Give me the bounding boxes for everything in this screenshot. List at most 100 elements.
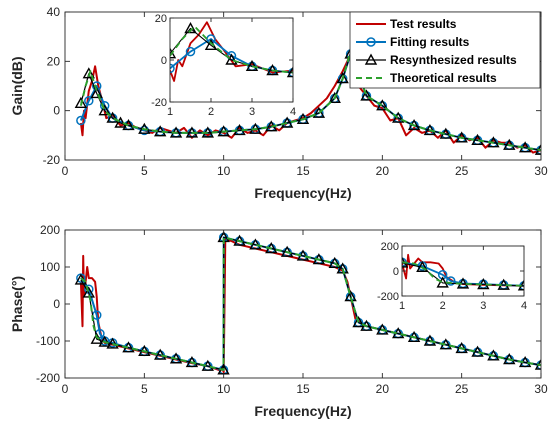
chart-1-series-resynthesized-results-point <box>90 86 103 99</box>
chart-2-y-tick-label: -100 <box>36 334 60 348</box>
legend-entry-resynthesized-results-marker <box>364 53 378 65</box>
chart-2-inset-series-resynthesized-results-point <box>416 260 429 272</box>
chart-2-inset-x-tick-label: 1 <box>399 300 405 312</box>
chart-2-series-resynthesized-results-point <box>471 345 484 357</box>
chart-1-inset-series-fitting-results-point <box>185 46 196 57</box>
chart-2-series-resynthesized-results-point <box>352 316 365 328</box>
chart-1-series-resynthesized-results-point <box>98 104 111 116</box>
chart-2-inset-x-tick-label: 2 <box>440 300 446 312</box>
chart-1-x-tick-label: 10 <box>217 164 231 178</box>
chart-2-x-tick-label: 25 <box>455 382 469 396</box>
chart-2-inset-series-resynthesized-results-point <box>436 276 449 288</box>
chart-1-series-resynthesized-results-point <box>336 72 349 84</box>
chart-2-x-axis-label: Frequency(Hz) <box>254 403 351 419</box>
chart-2-y-tick-label: 0 <box>53 297 60 311</box>
chart-1-series-resynthesized-results-point <box>74 96 88 108</box>
chart-2-series-resynthesized-results-point <box>328 256 341 268</box>
chart-2-series-resynthesized-results-point <box>98 335 111 347</box>
chart-1-inset-series-theoretical-results-line <box>170 25 293 74</box>
chart-2-y-tick-label: -200 <box>36 371 60 385</box>
chart-2-inset-x-tick-label: 3 <box>480 300 486 312</box>
chart-1-inset-x-tick-label: 4 <box>290 106 296 118</box>
chart-1-inset-series-test-results-line <box>170 21 293 82</box>
legend: Test results Fitting results Resynthesized… <box>349 11 541 89</box>
chart-1-x-tick-label: 0 <box>62 164 69 178</box>
chart-2-y-tick-label: 100 <box>40 260 60 274</box>
chart-1-x-axis-label: Frequency(Hz) <box>254 185 351 201</box>
chart-1-series-resynthesized-results-point <box>392 111 405 123</box>
chart-2-inset-series-theoretical-results <box>402 261 524 287</box>
chart-1-x-tick-label: 25 <box>455 164 469 178</box>
chart-2-inset-plot-area <box>402 253 524 291</box>
legend-entry-fitting-results-marker <box>366 37 376 47</box>
chart-2-inset-series-theoretical-results-line <box>402 261 524 287</box>
chart-2-series-resynthesized-results-point <box>185 356 199 368</box>
chart-1-inset-y-tick-label: 0 <box>161 55 167 67</box>
legend-entry-resynthesized-results: Resynthesized results <box>356 53 517 67</box>
chart-1-x-tick-label: 30 <box>534 164 548 178</box>
chart-1-inset-series-theoretical-results <box>170 25 293 74</box>
chart-1-series-theoretical-results-line <box>79 50 541 152</box>
chart-2-series-resynthesized-results-point <box>280 245 294 257</box>
chart-1-series-resynthesized-results-point <box>328 91 341 104</box>
chart-1-series-resynthesized-results-point <box>312 106 326 118</box>
chart-1-x-tick-label: 5 <box>141 164 148 178</box>
chart-2-inset-y-tick-label: 200 <box>381 241 399 253</box>
chart-1-x-tick-label: 20 <box>376 164 390 178</box>
chart-1-inset-series-resynthesized-results-point <box>225 53 238 65</box>
chart-1-plot-area <box>74 47 541 155</box>
chart-1-inset-series-resynthesized-results-point <box>184 22 197 34</box>
chart-1-series-resynthesized-results-point <box>360 89 373 101</box>
legend-entry-fitting-results-label: Fitting results <box>390 35 470 49</box>
chart-1-inset-series-test-results <box>170 21 293 82</box>
chart-1-inset-series-fitting-results-point <box>170 63 175 74</box>
chart-1-y-axis-label: Gain(dB) <box>9 56 25 115</box>
legend-entry-resynthesized-results-label: Resynthesized results <box>390 53 517 67</box>
legend-entry-fitting-results: Fitting results <box>356 35 470 49</box>
chart-1-series-fitting-results-point <box>76 115 86 126</box>
chart-2-series-resynthesized-results-point <box>344 290 357 302</box>
chart-2-x-tick-label: 0 <box>62 382 69 396</box>
chart-1-inset-x-tick-label: 1 <box>167 106 173 118</box>
legend-entry-test-results-label: Test results <box>390 17 457 31</box>
chart-2-series-resynthesized-results-point <box>154 348 167 360</box>
chart-1-inset-series-resynthesized-results-point <box>286 66 293 78</box>
chart-1-inset-plot-area <box>170 21 293 82</box>
chart-2-series-theoretical-results-line <box>80 236 541 371</box>
chart-2-inset-y-tick-label: -200 <box>377 291 399 303</box>
chart-2-x-tick-label: 20 <box>376 382 390 396</box>
chart-1-series-theoretical-results <box>79 50 541 152</box>
chart-1-inset-y-tick-label: -20 <box>151 97 167 109</box>
legend-entry-test-results: Test results <box>356 17 457 31</box>
chart-1-x-tick-label: 15 <box>296 164 310 178</box>
chart-1-series-fitting-results-point <box>536 145 541 155</box>
chart-1-series-resynthesized-results-point <box>423 123 437 136</box>
chart-2-series-resynthesized-results-point <box>336 262 349 274</box>
chart-1-inset-series-resynthesized-results-point <box>245 59 259 72</box>
chart-1-y-tick-label: 40 <box>47 5 61 19</box>
chart-2-series-resynthesized-results-point <box>106 337 119 349</box>
chart-2-x-tick-label: 5 <box>141 382 148 396</box>
chart-1-series-resynthesized-results-point <box>280 116 294 128</box>
chart-1-inset-x-tick-label: 3 <box>249 106 255 118</box>
chart-1-series-fitting-results-point <box>84 96 94 106</box>
chart-1-y-tick-label: 20 <box>47 54 61 68</box>
chart-1-series-resynthesized-results-point <box>114 116 127 128</box>
chart-2-x-tick-label: 15 <box>296 382 310 396</box>
chart-1-y-tick-label: 0 <box>53 104 60 118</box>
chart-2-plot-area <box>74 230 541 375</box>
chart-2-inset-x-tick-label: 4 <box>521 300 527 312</box>
chart-2-series-resynthesized-results-point <box>423 334 437 346</box>
chart-1-inset: 1 2 3 4 -20 0 20 <box>151 13 296 118</box>
legend-entry-theoretical-results-label: Theoretical results <box>390 71 497 85</box>
chart-2-x-tick-label: 10 <box>217 382 231 396</box>
chart-1-series-resynthesized-results-point <box>82 67 95 79</box>
chart-2-inset-series-fitting-results-point <box>446 276 456 286</box>
chart-1-inset-x-tick-label: 2 <box>208 106 214 118</box>
legend-entry-theoretical-results: Theoretical results <box>356 71 497 85</box>
chart-2-y-tick-label: 200 <box>40 223 60 237</box>
chart-2-x-tick-label: 30 <box>534 382 548 396</box>
chart-2-inset: 1 2 3 4 -200 0 200 <box>377 241 527 312</box>
chart-2-inset-y-tick-label: 0 <box>393 266 399 278</box>
